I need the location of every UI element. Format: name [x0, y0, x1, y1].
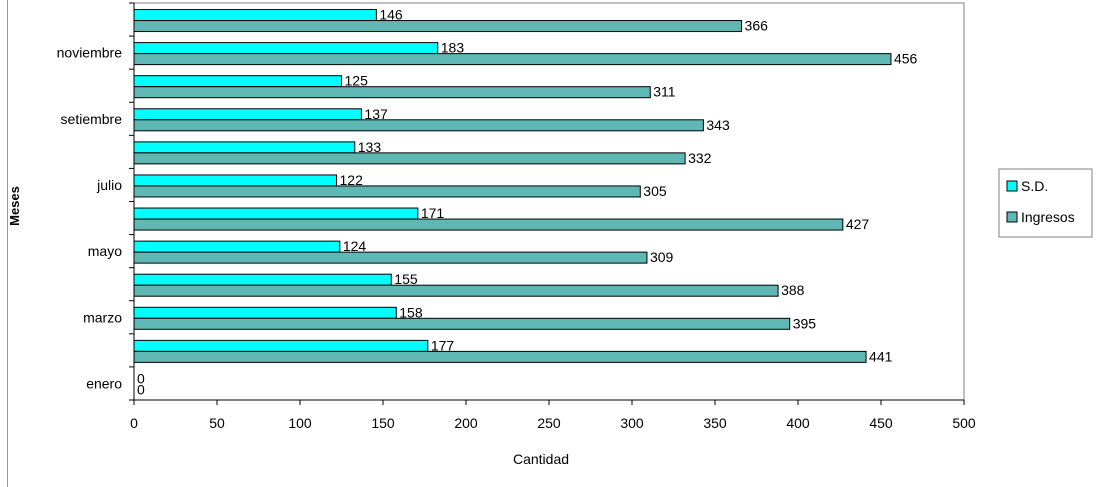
bar-ingresos-diciembre [133, 20, 743, 33]
legend-label-sd: S.D. [1021, 178, 1048, 194]
data-label-sd-marzo: 158 [399, 304, 423, 320]
left-border-line [7, 0, 8, 487]
bar-sd-junio [133, 207, 419, 220]
data-label-sd-diciembre: 146 [379, 7, 403, 23]
bar-sd-abril [133, 273, 392, 286]
x-tick-label-50: 50 [209, 415, 225, 431]
y-tick-label-marzo: marzo [83, 309, 122, 325]
legend-swatch-ingresos [1006, 211, 1018, 223]
data-label-sd-junio: 171 [421, 205, 445, 221]
x-tick-label-300: 300 [620, 415, 644, 431]
data-label-ingresos-setiembre: 343 [706, 117, 730, 133]
bar-sd-julio [133, 174, 338, 187]
x-tick-label-400: 400 [786, 415, 810, 431]
data-label-sd-julio: 122 [340, 172, 364, 188]
data-label-ingresos-mayo: 309 [650, 249, 674, 265]
data-label-sd-noviembre: 183 [441, 40, 465, 56]
data-labels-group: 00 177 441 158 395 155 388 124 309 171 427 122 305 13… [137, 7, 918, 398]
legend-swatch-sd [1006, 180, 1018, 192]
bar-ingresos-agosto [133, 152, 686, 165]
bar-ingresos-febrero [133, 350, 867, 363]
data-label-sd-mayo: 124 [343, 238, 367, 254]
y-tick-label-noviembre: noviembre [57, 45, 123, 61]
data-label-ingresos-febrero: 441 [869, 348, 893, 364]
data-label-ingresos-abril: 388 [781, 282, 805, 298]
x-tick-label-100: 100 [288, 415, 312, 431]
y-tick-label-enero: enero [86, 375, 122, 391]
data-label-sd-enero: 0 [137, 370, 145, 386]
data-label-sd-abril: 155 [394, 271, 418, 287]
bar-sd-setiembre [133, 108, 362, 121]
bar-ingresos-marzo [133, 317, 791, 330]
legend-frame [998, 168, 1093, 238]
x-tick-label-350: 350 [703, 415, 727, 431]
data-label-sd-octubre: 125 [345, 73, 369, 89]
data-label-sd-setiembre: 137 [364, 106, 388, 122]
legend-label-ingresos: Ingresos [1021, 209, 1075, 225]
y-tick-label-julio: julio [96, 177, 122, 193]
y-axis-title: Meses [7, 186, 22, 226]
bars-group [133, 9, 892, 363]
data-label-ingresos-noviembre: 456 [894, 51, 918, 67]
x-tick-label-0: 0 [130, 415, 138, 431]
data-label-ingresos-junio: 427 [846, 216, 870, 232]
data-label-ingresos-julio: 305 [643, 183, 667, 199]
bar-ingresos-octubre [133, 86, 651, 99]
bar-sd-febrero [133, 339, 429, 352]
x-axis-title: Cantidad [513, 451, 569, 467]
bar-sd-agosto [133, 141, 356, 154]
bar-ingresos-julio [133, 185, 641, 198]
x-tick-label-450: 450 [869, 415, 893, 431]
x-tick-label-250: 250 [537, 415, 561, 431]
data-label-sd-febrero: 177 [431, 337, 455, 353]
bar-ingresos-setiembre [133, 119, 704, 132]
data-label-ingresos-octubre: 311 [653, 84, 676, 100]
bar-ingresos-mayo [133, 251, 648, 264]
data-label-ingresos-diciembre: 366 [745, 18, 769, 34]
bar-ingresos-junio [133, 218, 844, 231]
bar-sd-octubre [133, 75, 342, 88]
bar-sd-noviembre [133, 42, 439, 55]
bar-ingresos-noviembre [133, 53, 892, 66]
y-axis-ticks: enero marzo mayo julio setiembre noviembre [57, 2, 134, 401]
bar-ingresos-abril [133, 284, 779, 297]
data-label-sd-agosto: 133 [358, 139, 382, 155]
x-axis-ticks: 0 50 100 150 200 250 300 350 400 450 500 [130, 400, 976, 431]
data-label-ingresos-marzo: 395 [793, 315, 817, 331]
legend: S.D. Ingresos [998, 168, 1093, 238]
y-tick-label-setiembre: setiembre [61, 111, 123, 127]
data-label-ingresos-agosto: 332 [688, 150, 712, 166]
bar-sd-diciembre [133, 9, 377, 22]
y-tick-label-mayo: mayo [88, 243, 122, 259]
bar-sd-mayo [133, 240, 341, 253]
x-tick-label-200: 200 [454, 415, 478, 431]
x-tick-label-500: 500 [952, 415, 976, 431]
x-tick-label-150: 150 [371, 415, 395, 431]
data-label-ingresos-enero: 0 [137, 381, 145, 397]
bar-sd-marzo [133, 306, 397, 319]
